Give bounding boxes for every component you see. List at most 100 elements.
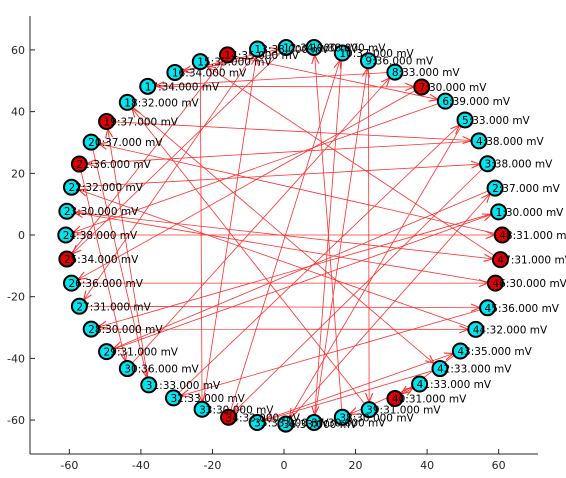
edge-arrow — [314, 68, 367, 416]
node-value-label: :31.000 mV — [513, 230, 566, 242]
node-marker — [139, 77, 157, 95]
node-id-label: 35 — [254, 418, 267, 430]
node-marker-active — [386, 389, 404, 407]
edge-arrow — [108, 129, 148, 378]
node-value-label: :30.000 mV — [502, 207, 564, 219]
edge-arrow — [264, 370, 433, 421]
node-value-label: :30.000 mV — [506, 278, 566, 290]
node-value-label: :34.000 mV — [297, 42, 359, 54]
y-tick-label: 40 — [11, 106, 25, 119]
axes: -60 -40 -20 0 20 40 60 -60 -40 -20 0 20 40 60 — [7, 16, 538, 472]
node-id-label: 3 — [485, 159, 492, 171]
node-value-label: :34.000 mV — [185, 67, 247, 79]
node-id-label: 37 — [311, 418, 324, 430]
node-value-label: :38.000 mV — [491, 159, 553, 171]
node-value-label: :30.000 mV — [353, 412, 415, 424]
node-marker — [333, 44, 351, 62]
node-id-label: 25 — [64, 254, 77, 266]
node-id-label: 4 — [476, 136, 483, 148]
node-id-label: 30 — [124, 364, 137, 376]
edge-arrow — [234, 56, 438, 99]
node-value-label: :36.000 mV — [498, 303, 560, 315]
node-marker — [305, 414, 323, 432]
node-value-label: :32.000 mV — [486, 324, 548, 336]
node-marker — [118, 360, 136, 378]
node-id-label: 27 — [76, 301, 89, 313]
node-marker — [333, 408, 351, 426]
x-tick-label: -20 — [203, 459, 221, 472]
node-value-label: :37.000 mV — [353, 48, 415, 60]
x-tick-label: 20 — [349, 459, 363, 472]
node-value-label: :30.000 mV — [425, 82, 487, 94]
node-marker — [479, 155, 497, 173]
y-tick-label: -60 — [7, 414, 25, 427]
node-marker — [191, 53, 209, 71]
node-value-label: :36.000 mV — [82, 278, 144, 290]
x-tick-label: -40 — [132, 459, 150, 472]
x-tick-label: 40 — [420, 459, 434, 472]
node-value-label: :38.000 mV — [76, 230, 138, 242]
node-marker — [359, 52, 377, 70]
edge-arrow — [181, 309, 481, 396]
node-marker — [164, 389, 182, 407]
node-id-label: 20 — [88, 137, 101, 149]
node-value-label: :33.000 mV — [268, 418, 330, 430]
node-marker — [360, 401, 378, 419]
node-id-label: 34 — [226, 412, 240, 424]
node-marker — [98, 343, 116, 361]
node-marker — [248, 414, 266, 432]
node-id-label: 23 — [64, 206, 77, 218]
node-id-label: 15 — [197, 57, 210, 69]
edge-arrow — [230, 60, 340, 411]
node-marker-active — [218, 46, 236, 64]
edge-arrow — [84, 54, 254, 300]
edge-arrow — [234, 168, 483, 412]
edges-layer — [71, 49, 495, 421]
node-marker — [486, 179, 504, 197]
node-marker-active — [58, 250, 76, 268]
node-id-label: 29 — [104, 347, 117, 359]
node-id-label: 19 — [104, 116, 117, 128]
node-value-label: :32.000 mV — [138, 97, 200, 109]
edge-arrow — [72, 52, 282, 254]
node-value-label: :39.000 mV — [449, 96, 511, 108]
edge-arrow — [207, 66, 495, 256]
edge-arrow — [73, 103, 439, 233]
node-id-label: 44 — [473, 324, 487, 336]
node-marker-active — [220, 408, 238, 426]
node-marker — [451, 342, 469, 360]
node-value-label: :36.000 mV — [138, 364, 200, 376]
node-marker — [82, 320, 100, 338]
node-id-label: 9 — [365, 56, 372, 68]
edge-arrow — [178, 125, 460, 393]
node-value-label: :33.000 mV — [399, 67, 461, 79]
node-value-label: :30.000 mV — [324, 418, 386, 430]
x-tick-label: -60 — [60, 459, 78, 472]
node-value-label: :36.000 mV — [90, 159, 152, 171]
node-value-label: :33.000 mV — [450, 364, 512, 376]
node-marker — [431, 360, 449, 378]
node-marker-active — [70, 155, 88, 173]
node-marker — [277, 415, 295, 433]
edge-arrow — [87, 140, 472, 163]
node-id-label: 46 — [492, 278, 506, 290]
node-id-label: 24 — [63, 230, 77, 242]
edge-arrow — [92, 149, 147, 377]
node-value-label: :38.000 mV — [324, 42, 386, 54]
node-id-label: 21 — [76, 159, 89, 171]
node-marker-active — [413, 78, 431, 96]
node-id-label: 8 — [392, 67, 399, 79]
edge-arrow — [315, 55, 343, 410]
node-id-label: 26 — [68, 278, 82, 290]
node-marker — [193, 400, 211, 418]
node-marker — [118, 93, 136, 111]
edge-arrow — [132, 106, 434, 363]
y-tick-label: -40 — [7, 352, 25, 365]
node-id-label: 48 — [499, 230, 512, 242]
labels-layer: 1:30.000 mV2:37.000 mV3:38.000 mV4:38.00… — [63, 42, 566, 431]
node-id-label: 39 — [366, 405, 379, 417]
edge-arrow — [315, 60, 343, 415]
node-id-label: 31 — [146, 380, 159, 392]
node-value-label: :33.000 mV — [239, 412, 301, 424]
